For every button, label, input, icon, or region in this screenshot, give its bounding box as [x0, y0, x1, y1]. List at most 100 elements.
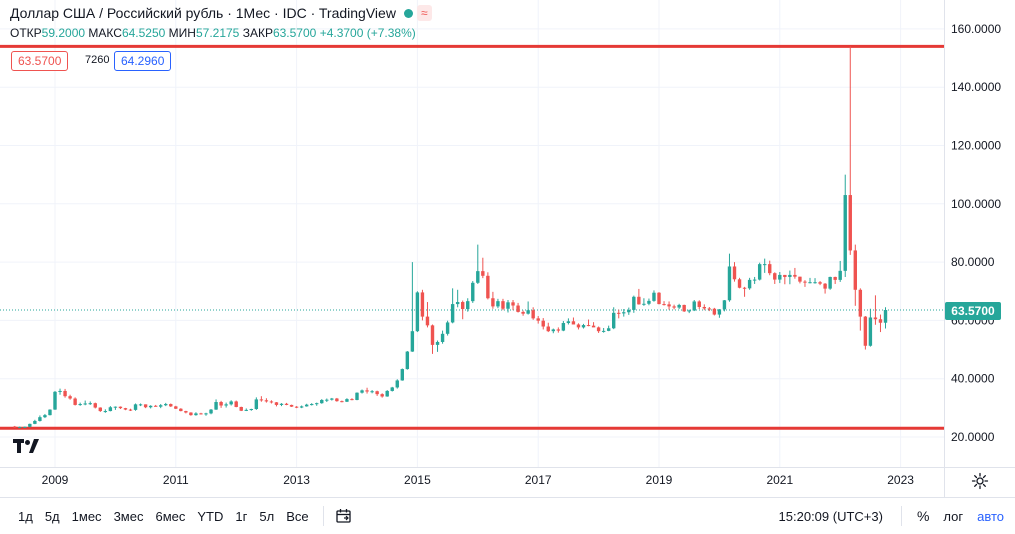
timeframe-6m-button[interactable]: 6мес: [155, 508, 186, 524]
candle-body: [466, 301, 470, 310]
timeframe-3m-button[interactable]: 3мес: [113, 508, 144, 524]
candle-body: [224, 404, 228, 406]
timeframe-1d-button[interactable]: 1д: [18, 508, 33, 524]
timeframe-1m-button[interactable]: 1мес: [71, 508, 102, 524]
candle-body: [707, 308, 712, 310]
symbol-legend[interactable]: Доллар США / Российский рубль · 1Мес · I…: [10, 5, 432, 21]
candle-body: [873, 317, 878, 320]
candle-body: [209, 409, 213, 414]
chart-settings-gear-icon[interactable]: [970, 471, 990, 491]
candle-body: [103, 411, 108, 413]
candle-body: [566, 321, 571, 324]
sell-price-box[interactable]: 63.5700: [11, 51, 69, 71]
candle-body: [395, 380, 399, 388]
candle-body: [148, 405, 153, 408]
candle-body: [823, 283, 827, 289]
candle-body: [410, 331, 415, 352]
candle-body: [199, 413, 203, 415]
market-status: ≈: [403, 5, 432, 21]
candle-body: [788, 274, 792, 277]
last-price-tag: 63.5700: [945, 302, 1001, 320]
candle-body: [848, 195, 852, 251]
candle-body: [747, 279, 752, 289]
candle-body: [264, 400, 269, 402]
candle-body: [159, 405, 163, 407]
candle-body: [808, 282, 812, 284]
y-tick-label: 80.0000: [951, 255, 995, 269]
timeframe-ytd-button[interactable]: YTD: [197, 508, 224, 524]
candle-body: [742, 287, 747, 289]
candle-body: [561, 323, 566, 331]
candle-body: [702, 306, 706, 309]
candle-body: [717, 309, 722, 315]
candle-body: [425, 316, 430, 326]
candle-body: [486, 275, 490, 299]
candle-body: [581, 325, 586, 328]
candle-body: [778, 274, 782, 280]
x-tick-label: 2019: [646, 473, 673, 487]
candle-body: [546, 326, 550, 332]
percent-scale-button[interactable]: %: [916, 508, 930, 524]
go-to-date-calendar-icon[interactable]: [330, 498, 358, 534]
ohlc-close-value: 63.5700: [272, 26, 317, 40]
market-open-dot-icon: [403, 8, 413, 18]
candle-body: [28, 423, 32, 427]
candle-body: [450, 304, 455, 323]
auto-scale-button[interactable]: авто: [977, 508, 1004, 524]
candle-body: [471, 282, 475, 302]
candle-body: [153, 405, 158, 407]
candle-body: [682, 304, 686, 312]
candle-body: [68, 396, 72, 399]
candle-body: [531, 310, 535, 319]
candle-body: [591, 325, 596, 328]
candle-body: [390, 387, 394, 391]
symbol-title: Доллар США / Российский рубль · 1Мес · I…: [10, 5, 396, 21]
candle-body: [662, 304, 666, 306]
candle-body: [325, 399, 329, 401]
candle-body: [667, 304, 671, 307]
candles: [13, 46, 888, 429]
log-scale-button[interactable]: лог: [943, 508, 964, 524]
candle-body: [83, 403, 87, 405]
candle-body: [491, 298, 495, 307]
candle-body: [672, 306, 676, 308]
candle-body: [219, 402, 223, 406]
candle-body: [179, 408, 183, 412]
candle-body: [38, 417, 42, 421]
candle-body: [304, 404, 309, 407]
candle-body: [803, 281, 807, 283]
candle-body: [521, 311, 525, 314]
candle-body: [536, 318, 540, 321]
buy-price-box[interactable]: 64.2960: [114, 51, 172, 71]
candle-body: [511, 302, 515, 306]
candle-body: [617, 312, 621, 314]
candle-body: [73, 398, 77, 405]
tradingview-logo-icon[interactable]: [11, 435, 41, 457]
candle-body: [58, 390, 62, 392]
horizontal-lines[interactable]: [0, 44, 944, 430]
candle-body: [863, 316, 868, 346]
candle-body: [727, 266, 732, 301]
candle-body: [184, 411, 188, 413]
candle-body: [652, 292, 656, 301]
candle-body: [310, 404, 314, 406]
candle-body: [828, 276, 832, 289]
candle-body: [299, 406, 304, 408]
candle-body: [279, 403, 284, 405]
timeframe-all-button[interactable]: Все: [286, 508, 309, 524]
candle-body: [476, 271, 480, 283]
candle-body: [33, 420, 37, 424]
candle-body: [878, 319, 883, 323]
timeframe-5d-button[interactable]: 5д: [44, 508, 60, 524]
timeframe-5y-button[interactable]: 5л: [259, 508, 275, 524]
candle-body: [128, 409, 133, 411]
candle-body: [98, 407, 102, 412]
timeframe-1y-button[interactable]: 1г: [235, 508, 248, 524]
clock-timezone-button[interactable]: 15:20:09 (UTC+3): [778, 508, 883, 524]
candle-body: [370, 391, 374, 393]
ohlc-change: +4.3700 (+7.38%): [319, 26, 416, 40]
candle-body: [496, 301, 500, 307]
ohlc-low-value: 57.2175: [195, 26, 240, 40]
candle-body: [254, 399, 259, 410]
